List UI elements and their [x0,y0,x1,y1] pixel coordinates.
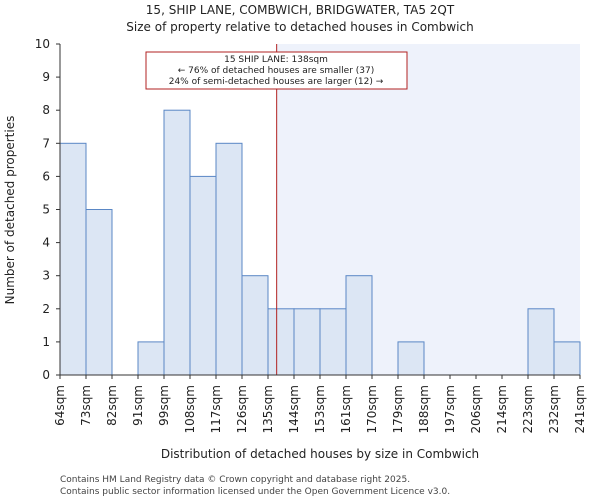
x-tick-label: 214sqm [495,385,509,433]
annotation-line-2: ← 76% of detached houses are smaller (37… [178,66,375,76]
x-tick-label: 179sqm [391,385,405,433]
bar [553,341,581,376]
x-tick-label: 144sqm [287,385,301,433]
x-tick-label: 188sqm [417,385,431,433]
bar [137,341,165,376]
footer-line-2: Contains public sector information licen… [60,487,450,497]
x-tick-label: 161sqm [339,385,353,433]
bar [163,109,191,376]
chart-title: 15, SHIP LANE, COMBWICH, BRIDGWATER, TA5… [146,3,455,17]
bar [345,275,373,376]
bar [189,175,217,376]
x-tick-label: 135sqm [261,385,275,433]
y-tick-label: 0 [42,368,50,382]
y-tick-label: 4 [42,236,50,250]
x-tick-label: 170sqm [365,385,379,433]
annotation-frame [145,51,408,90]
x-tick-label: 206sqm [469,385,483,433]
bar [319,308,347,376]
y-tick-label: 1 [42,335,50,349]
bar [241,275,269,376]
x-tick-label: 82sqm [105,385,119,426]
y-axis-label: Number of detached properties [3,116,17,305]
x-tick-label: 241sqm [573,385,587,433]
y-tick-label: 5 [42,203,50,217]
x-tick-label: 232sqm [547,385,561,433]
y-tick-label: 3 [42,269,50,283]
x-tick-label: 108sqm [183,385,197,433]
y-tick-label: 6 [42,169,50,183]
y-tick-label: 7 [42,136,50,150]
annotation-line-1: 15 SHIP LANE: 138sqm [224,55,328,65]
footer-line-1: Contains HM Land Registry data © Crown c… [60,475,410,485]
y-tick-label: 2 [42,302,50,316]
bar [527,308,555,376]
y-tick-label: 10 [35,37,50,51]
bar [267,308,295,376]
x-axis-label: Distribution of detached houses by size … [161,447,479,461]
chart-subtitle: Size of property relative to detached ho… [126,20,473,34]
x-tick-label: 99sqm [157,385,171,426]
y-ticks: 0 1 2 3 4 5 6 7 8 9 10 [35,37,60,382]
y-tick-label: 8 [42,103,50,117]
x-tick-label: 117sqm [209,385,223,433]
x-tick-label: 91sqm [131,385,145,426]
x-tick-label: 126sqm [235,385,249,433]
bars [59,109,581,376]
x-tick-label: 153sqm [313,385,327,433]
bar [215,142,243,376]
annotation-box: 15 SHIP LANE: 138sqm ← 76% of detached h… [145,51,408,90]
bar [397,341,425,376]
x-tick-label: 64sqm [53,385,67,426]
x-tick-label: 197sqm [443,385,457,433]
annotation-line-3: 24% of semi-detached houses are larger (… [169,77,384,87]
x-tick-label: 73sqm [79,385,93,426]
y-tick-label: 9 [42,70,50,84]
bar [293,308,321,376]
bar [59,142,87,376]
x-tick-label: 223sqm [521,385,535,433]
bar [85,209,113,376]
x-ticks: 64sqm 73sqm 82sqm 91sqm 99sqm 108sqm 117sqm 126… [53,375,587,433]
